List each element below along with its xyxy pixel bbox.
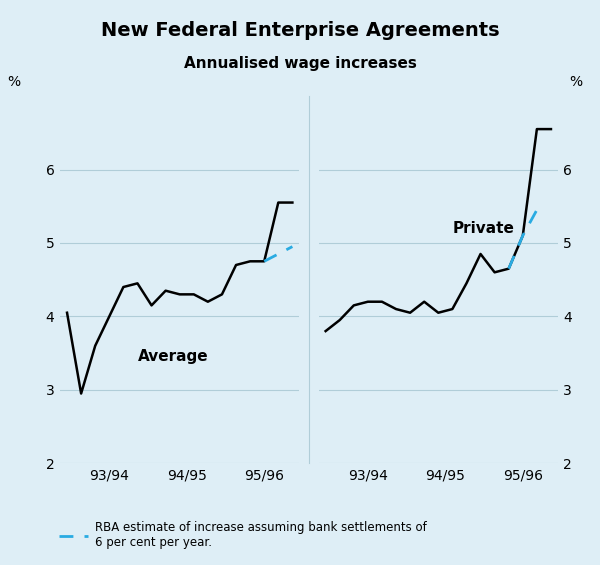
Legend: RBA estimate of increase assuming bank settlements of
6 per cent per year.: RBA estimate of increase assuming bank s…: [54, 516, 431, 554]
Text: New Federal Enterprise Agreements: New Federal Enterprise Agreements: [101, 20, 499, 40]
Text: Annualised wage increases: Annualised wage increases: [184, 55, 416, 71]
Text: Private: Private: [452, 220, 514, 236]
Text: %: %: [569, 75, 582, 89]
Text: Average: Average: [137, 349, 208, 364]
Text: %: %: [7, 75, 20, 89]
